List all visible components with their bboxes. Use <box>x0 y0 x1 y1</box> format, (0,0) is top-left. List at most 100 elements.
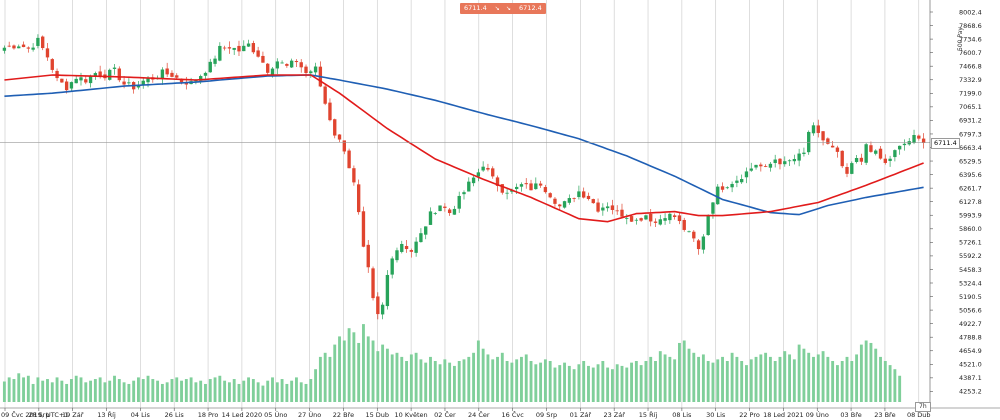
volume-bar <box>338 336 341 402</box>
candle-body <box>141 80 145 86</box>
candle-body <box>333 119 337 136</box>
candle-body <box>246 43 251 47</box>
candle-body <box>232 47 236 50</box>
candle-body <box>807 131 811 153</box>
y-tick-label: 7600.7 <box>959 49 982 57</box>
candle-body <box>17 46 21 49</box>
volume-bar <box>864 340 868 402</box>
volume-bar <box>615 364 619 402</box>
volume-bar <box>735 356 739 402</box>
volume-bar <box>294 377 298 402</box>
candle-body <box>902 143 907 146</box>
volume-bar <box>596 364 600 402</box>
volume-bar <box>491 359 495 402</box>
volume-bar <box>108 380 112 402</box>
y-tick-label: 4253.2 <box>959 388 982 396</box>
candle-body <box>500 184 504 193</box>
volume-bar <box>658 351 662 402</box>
volume-bar <box>113 375 116 402</box>
candle-body <box>658 219 662 225</box>
volume-bar <box>395 352 399 402</box>
volume-bar <box>725 361 729 402</box>
candle-body <box>696 240 701 250</box>
volume-bar <box>127 383 131 402</box>
candle-body <box>270 68 275 75</box>
volume-bar <box>381 344 385 402</box>
candle-body <box>826 138 830 144</box>
candle-body <box>883 158 887 163</box>
candle-body <box>433 213 437 214</box>
ask-price: 6712.4 <box>519 4 542 12</box>
candle-body <box>414 241 418 253</box>
volume-bar <box>156 380 160 402</box>
volume-bar <box>271 377 274 402</box>
candle-body <box>203 72 208 76</box>
x-tick-label: 08 Lis <box>672 411 692 419</box>
volume-bar <box>879 356 882 402</box>
candle-body <box>567 198 572 203</box>
candle-body <box>687 231 691 233</box>
volume-bar <box>405 361 408 402</box>
volume-bar <box>400 356 404 402</box>
volume-bar <box>242 380 246 402</box>
candles <box>2 34 926 320</box>
x-tick-label: 27 Úno <box>298 410 321 419</box>
candle-body <box>36 37 40 46</box>
x-tick-label: 03 Bře <box>840 411 861 419</box>
volume-bar <box>362 324 365 402</box>
volume-bar <box>587 365 590 402</box>
candle-body <box>524 183 528 185</box>
volume-bar <box>79 377 83 402</box>
volume-bar <box>625 367 629 402</box>
volume-bar <box>285 383 289 402</box>
y-tick-label: 5993.9 <box>959 212 982 220</box>
volume-bar <box>567 365 571 402</box>
volume-bar <box>237 383 241 402</box>
volume-bar <box>433 361 437 402</box>
candle-body <box>26 47 31 49</box>
volume-bar <box>438 364 442 402</box>
y-tick-label: 7332.9 <box>959 76 982 84</box>
ask-box[interactable]: ↘ 6712.4 <box>502 3 546 14</box>
volume-bar <box>26 375 30 402</box>
x-tick-label: 23 Bře <box>874 411 895 419</box>
candle-body <box>783 161 787 165</box>
volume-bar <box>711 362 715 402</box>
plot-area[interactable] <box>0 0 930 408</box>
volume-bar <box>199 380 203 402</box>
candle-body <box>45 48 50 58</box>
volume-bar <box>634 361 638 402</box>
timeframe-tag[interactable]: 7h <box>915 402 931 412</box>
candle-body <box>749 168 753 171</box>
candle-body <box>280 62 284 64</box>
volume-bar <box>462 359 466 402</box>
x-tick-label: 14 Led 2020 <box>222 411 263 419</box>
y-axis-ticks: 8002.4 7868.6 7734.6 7600.7 7466.8 7332.9 7199… <box>930 8 982 396</box>
candle-body <box>692 231 696 239</box>
candle-body <box>572 197 576 199</box>
x-tick-label: 09 Čvc 2019, UTC+1 <box>1 410 69 419</box>
x-tick-label: 18 Led 2021 <box>763 411 804 419</box>
candle-body <box>127 82 131 84</box>
x-tick-label: 16 Čvc <box>502 410 525 419</box>
volume-bar <box>673 359 677 402</box>
volume-bar <box>36 377 40 402</box>
candle-body <box>773 159 777 163</box>
candle-body <box>404 245 409 250</box>
volume-bar <box>448 362 452 402</box>
volume-bar <box>457 361 461 402</box>
candle-body <box>366 244 370 268</box>
volume-bar <box>850 361 854 402</box>
bid-box[interactable]: 6711.4 ↘ <box>460 3 504 14</box>
candle-body <box>625 218 629 219</box>
candle-body <box>663 218 667 221</box>
candle-body <box>69 82 74 89</box>
candle-body <box>213 58 217 64</box>
candle-body <box>577 191 581 198</box>
candle-body <box>763 166 768 167</box>
y-tick-label: 7199.0 <box>959 90 982 98</box>
candle-body <box>672 215 677 218</box>
volume-bar <box>12 379 16 402</box>
candle-body <box>294 60 299 63</box>
